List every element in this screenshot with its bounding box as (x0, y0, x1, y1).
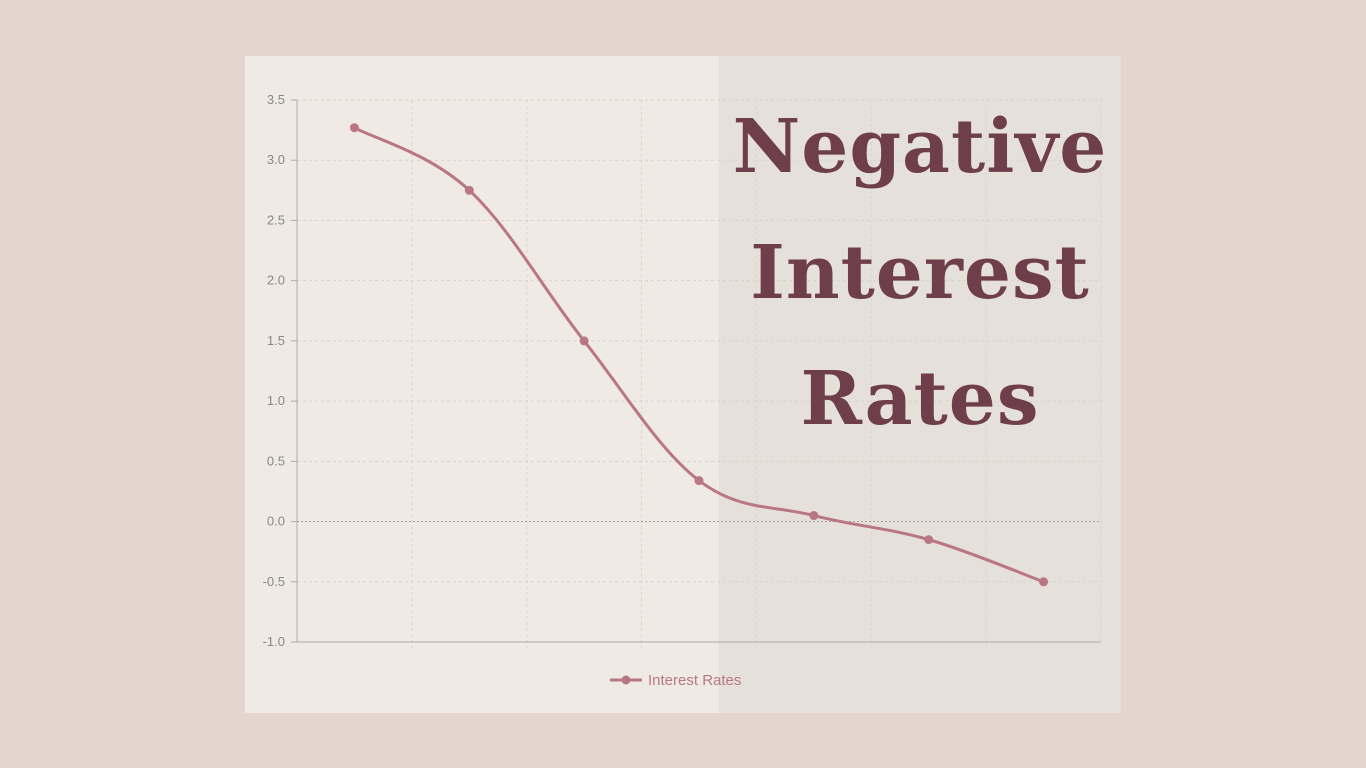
data-point (924, 535, 934, 545)
data-point (694, 476, 704, 486)
y-tick-label: -1.0 (263, 634, 285, 649)
title-line-3: Rates (800, 356, 1040, 442)
title-panel (719, 56, 1121, 713)
y-tick-label: 0.0 (267, 514, 285, 529)
data-point (349, 123, 359, 133)
y-tick-label: 2.5 (267, 212, 285, 227)
legend-label: Interest Rates (648, 672, 741, 689)
y-tick-label: 1.0 (267, 393, 285, 408)
data-point (1039, 577, 1049, 587)
line-chart: 3.5 3.0 2.5 2.0 1.5 1.0 0.5 0.0 -0.5 -1.0 Interest… (263, 92, 1102, 689)
legend-marker (621, 675, 631, 685)
chart-card: 3.5 3.0 2.5 2.0 1.5 1.0 0.5 0.0 -0.5 -1.0 Interest… (245, 56, 1121, 713)
y-tick-label: 1.5 (267, 333, 285, 348)
chart-title: Negative Interest Rates (719, 84, 1121, 462)
y-tick-label: -0.5 (263, 574, 285, 589)
data-point (464, 185, 474, 195)
y-tick-label: 2.0 (267, 273, 285, 288)
y-tick-label: 3.5 (267, 92, 285, 107)
y-tick-label: 3.0 (267, 152, 285, 167)
title-line-2: Interest (750, 230, 1090, 316)
data-point (579, 336, 589, 346)
data-point (809, 511, 819, 521)
title-line-1: Negative (732, 104, 1108, 190)
y-tick-label: 0.5 (267, 453, 285, 468)
